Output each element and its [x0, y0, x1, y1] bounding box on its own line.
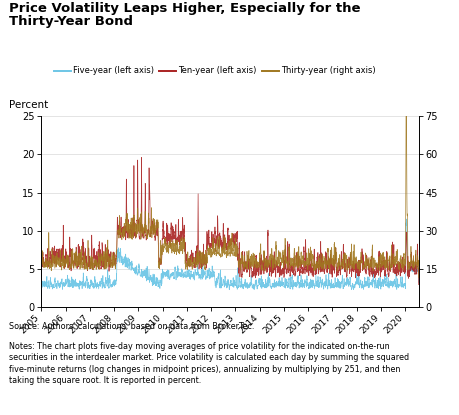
Text: Notes: The chart plots five-day moving averages of price volatility for the indi: Notes: The chart plots five-day moving a… [9, 342, 409, 385]
Legend: Five-year (left axis), Ten-year (left axis), Thirty-year (right axis): Five-year (left axis), Ten-year (left ax… [50, 63, 378, 79]
Text: Percent: Percent [9, 100, 48, 110]
Text: Thirty-Year Bond: Thirty-Year Bond [9, 15, 133, 27]
Text: Price Volatility Leaps Higher, Especially for the: Price Volatility Leaps Higher, Especiall… [9, 2, 360, 15]
Text: Source: Authors' calculations, based on data from BrokerTec.: Source: Authors' calculations, based on … [9, 322, 254, 331]
